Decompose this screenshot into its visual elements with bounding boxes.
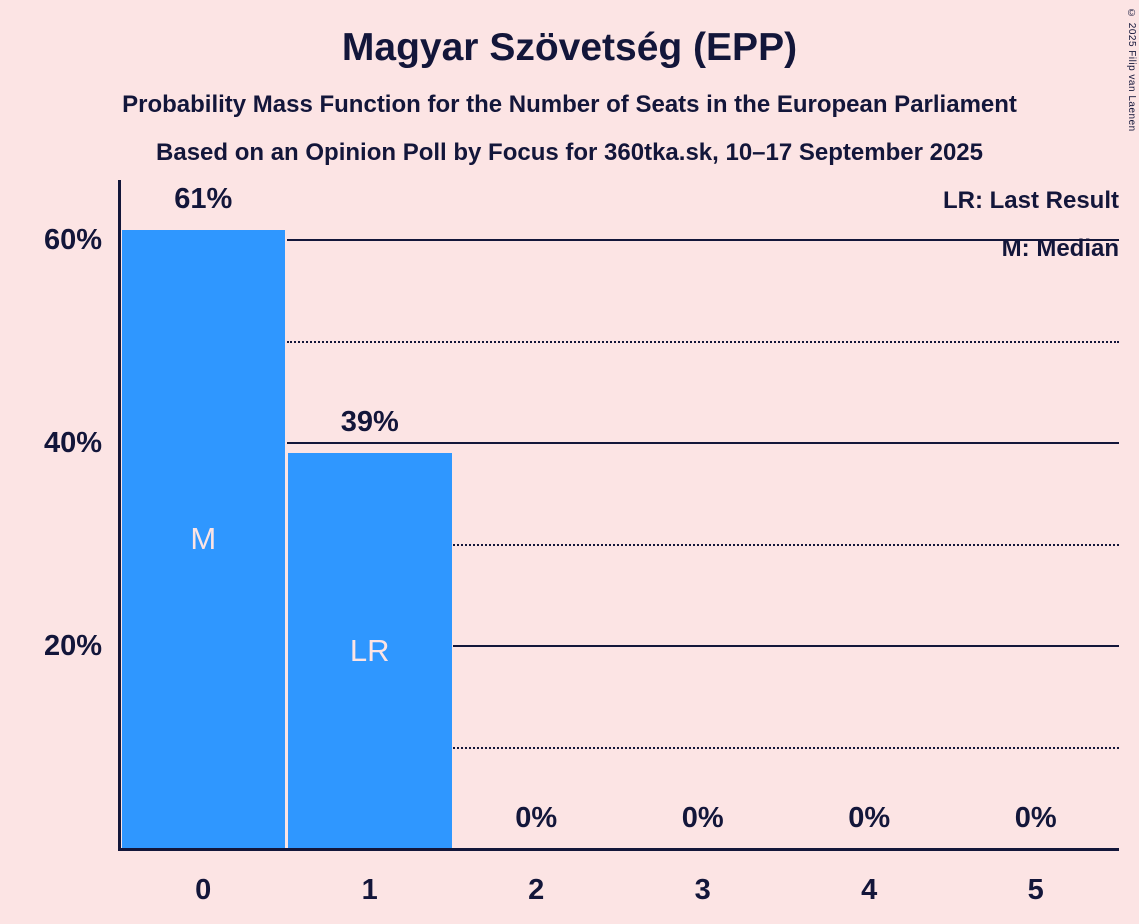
- x-tick-label: 1: [361, 874, 378, 906]
- gridline-dotted: [453, 746, 1119, 749]
- bar-value-label: 0%: [1014, 802, 1057, 834]
- x-axis: [118, 848, 1119, 851]
- chart-subtitle: Probability Mass Function for the Number…: [122, 91, 1017, 118]
- copyright-text: © 2025 Filip van Laenen: [1126, 8, 1137, 132]
- legend-median-label: M: Median: [1001, 235, 1119, 262]
- bar-annotation-label: M: [190, 521, 217, 557]
- bar-value-label: 0%: [681, 802, 724, 834]
- chart-title: Magyar Szövetség (EPP): [341, 26, 798, 69]
- x-tick-label: 2: [528, 874, 545, 906]
- gridline-dotted: [286, 340, 1119, 343]
- y-axis: [118, 180, 121, 851]
- gridline-solid: [453, 645, 1119, 647]
- x-tick-label: 5: [1027, 874, 1044, 906]
- bar-value-label: 0%: [848, 802, 891, 834]
- chart-subtitle-source: Based on an Opinion Poll by Focus for 36…: [156, 139, 983, 166]
- bar-value-label: 61%: [174, 182, 233, 215]
- y-tick-label: 40%: [43, 427, 102, 459]
- bar-value-label: 39%: [340, 406, 399, 439]
- x-tick-label: 0: [195, 874, 212, 906]
- x-tick-label: 4: [861, 874, 878, 906]
- bar: [288, 453, 452, 849]
- bar-annotation-label: LR: [349, 633, 390, 669]
- gridline-dotted: [453, 543, 1119, 546]
- x-tick-label: 3: [694, 874, 711, 906]
- y-tick-label: 20%: [43, 630, 102, 662]
- bar: [121, 229, 285, 849]
- gridline-solid: [286, 442, 1119, 444]
- legend-last-result-label: LR: Last Result: [942, 187, 1119, 214]
- bar-value-label: 0%: [515, 802, 558, 834]
- y-tick-label: 60%: [43, 224, 102, 256]
- gridline-solid: [286, 239, 1119, 241]
